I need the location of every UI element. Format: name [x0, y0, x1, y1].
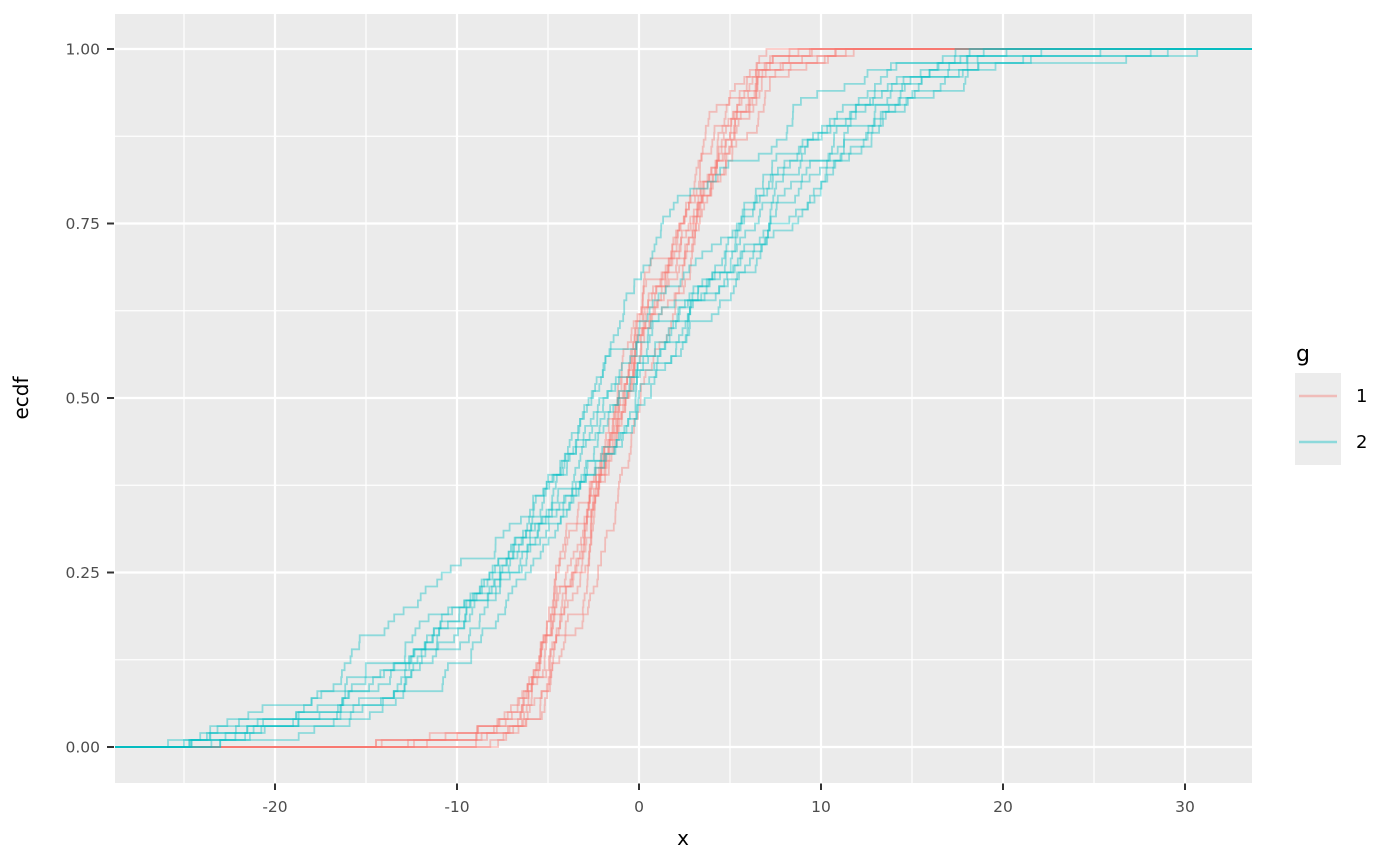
- y-tick-label: 0.00: [65, 739, 100, 757]
- ecdf-curve-group-2: [115, 48, 1252, 748]
- ecdf-curve-group-1: [115, 48, 1252, 748]
- x-tick-label: 20: [993, 798, 1013, 816]
- y-tick-label: 0.25: [65, 564, 100, 582]
- ecdf-curve-group-1: [115, 48, 1252, 748]
- legend-key-2: [1295, 419, 1341, 465]
- x-tick-label: -20: [262, 798, 287, 816]
- ecdf-curve-group-2: [115, 48, 1252, 748]
- x-tick-label: 10: [811, 798, 831, 816]
- legend-title: g: [1296, 342, 1310, 367]
- ecdf-curve-group-2: [115, 48, 1252, 748]
- legend-key-1: [1295, 373, 1341, 419]
- ecdf-curve-group-1: [115, 48, 1252, 748]
- ecdf-curve-group-2: [115, 48, 1252, 748]
- y-axis-title: ecdf: [9, 376, 33, 420]
- legend-label-2: 2: [1356, 432, 1367, 453]
- ecdf-curve-group-1: [115, 48, 1252, 748]
- ecdf-curve-group-1: [115, 48, 1252, 748]
- ecdf-curve-group-2: [115, 48, 1252, 748]
- legend-label-1: 1: [1356, 386, 1367, 407]
- ecdf-curve-group-2: [115, 48, 1252, 748]
- x-tick-label: 30: [1175, 798, 1195, 816]
- plot-panel-layer: [115, 14, 1252, 783]
- axis-layer: -20 -10 0 10 20 30 0.00 0.25 0.50 0.75 1.00: [65, 41, 1194, 817]
- ecdf-curve-group-1: [115, 48, 1252, 748]
- ecdf-curve-group-1: [115, 48, 1252, 748]
- ecdf-curve-group-2: [115, 48, 1252, 748]
- ecdf-curve-group-2: [115, 48, 1252, 748]
- y-tick-label: 0.50: [65, 390, 100, 408]
- ecdf-curve-group-2: [115, 48, 1252, 748]
- x-tick-label: -10: [444, 798, 469, 816]
- legend: g 1 2: [1295, 342, 1367, 465]
- x-tick-label: 0: [634, 798, 644, 816]
- x-axis-title: x: [677, 826, 689, 850]
- ecdf-curve-group-1: [115, 48, 1252, 748]
- ecdf-curve-group-1: [115, 48, 1252, 748]
- y-tick-label: 0.75: [65, 215, 100, 233]
- y-tick-label: 1.00: [65, 41, 100, 59]
